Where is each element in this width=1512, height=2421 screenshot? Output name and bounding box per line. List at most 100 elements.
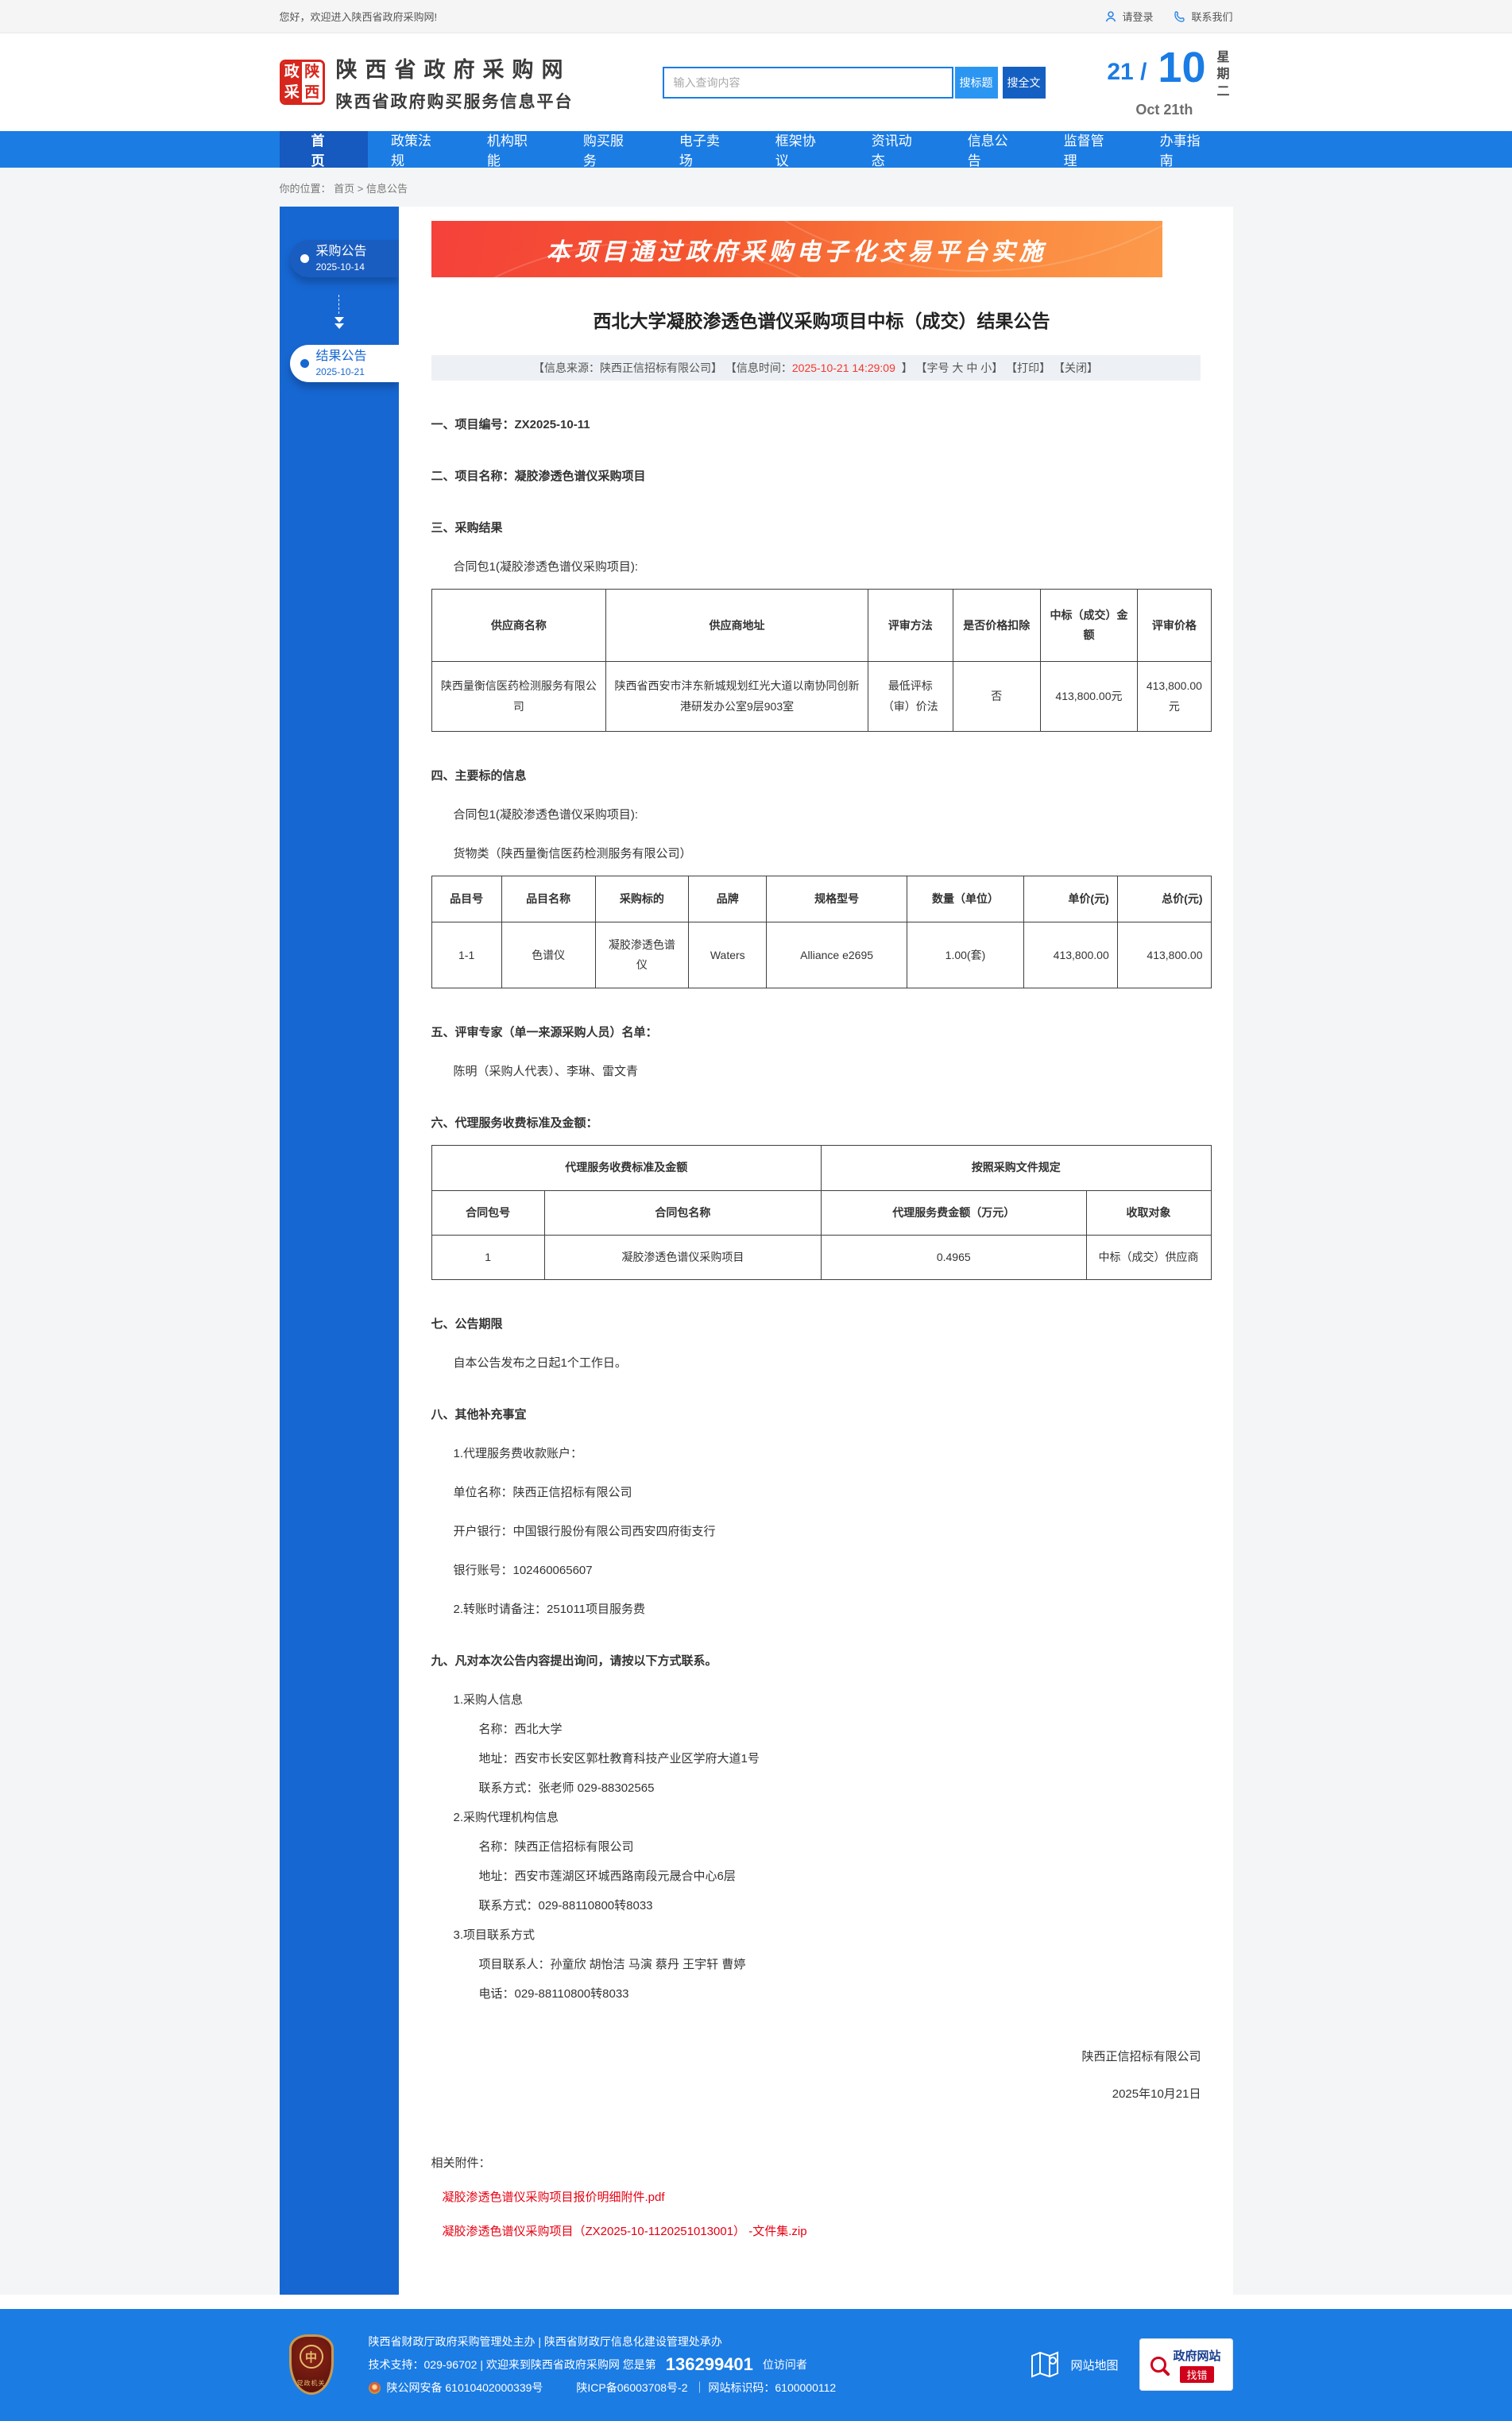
contact-label: 联系我们 [1191,11,1233,23]
nav-item-service-guide[interactable]: 办事指南 [1159,133,1201,168]
col-header: 供应商地址 [605,588,868,663]
announcement-timeline-sidebar: 采购公告 2025-10-14 结果公告 2025-10-21 [279,207,399,2295]
cell-item-no: 1-1 [431,921,502,989]
site-subtitle: 陕西省政府购买服务信息平台 [335,92,574,111]
signoff-date: 2025年10月21日 [1112,2086,1201,2101]
table-row: 1 凝胶渗透色谱仪采购项目 0.4965 中标（成交）供应商 [431,1234,1212,1280]
attachments-section: 相关附件： 凝胶渗透色谱仪采购项目报价明细附件.pdf 凝胶渗透色谱仪采购项目（… [431,2154,1212,2239]
table-header-row: 供应商名称 供应商地址 评审方法 是否价格扣除 中标（成交）金额 评审价格 [431,588,1212,663]
print-button[interactable]: 【打印】 [1003,362,1051,374]
gongan-beian-link[interactable]: 陕公网安备 61010402000339号 [386,2381,543,2395]
expert-names: 陈明（采购人代表）、李琳、雷文青 [453,1065,639,1079]
support-text: 技术支持：029-96702 | 欢迎来到陕西省政府采购网 您是第 [368,2358,656,2372]
top-utility-bar: 您好，欢迎进入陕西省政府采购网! 请登录 联系我们 [0,0,1512,33]
emblem-label: 党政机关 [296,2380,326,2388]
cell-supplier-address: 陕西省西安市沣东新城规划红光大道以南协同创新港研发办公室9层903室 [605,661,868,732]
font-size-controls[interactable]: 【字号 大 中 小】 [915,362,1003,374]
search-title-button[interactable]: 搜标题 [954,66,998,99]
emblem-symbol: 中 [299,2345,323,2369]
col-header: 采购标的 [594,875,690,922]
badge-subtitle: 找错 [1180,2365,1214,2383]
icp-beian-link[interactable]: 陕ICP备06003708号-2 [576,2381,688,2395]
sitemap-icon [1031,2351,1059,2378]
contact-link[interactable]: 联系我们 [1174,9,1233,24]
table-group-header-row: 代理服务收费标准及金额 按照采购文件规定 [431,1145,1212,1191]
item-table: 品目号 品目名称 采购标的 品牌 规格型号 数量（单位） 单价(元) 总价(元)… [431,875,1212,989]
nav-item-home[interactable]: 首页 [279,131,368,168]
breadcrumb-separator: > [357,183,364,195]
login-link[interactable]: 请登录 [1104,9,1153,24]
meta-time-suffix: 】 [895,362,916,374]
cell-package-name: 凝胶渗透色谱仪采购项目 [543,1234,822,1280]
agency-info-heading: 2.采购代理机构信息 [453,1810,559,1824]
timeline-dot-icon [300,359,309,368]
supplier-table: 供应商名称 供应商地址 评审方法 是否价格扣除 中标（成交）金额 评审价格 陕西… [431,588,1212,732]
sidebar-item-date: 2025-10-21 [315,365,365,377]
project-phone: 电话：029-88110800转8033 [478,1986,629,2001]
gov-site-error-report-badge[interactable]: 政府网站 找错 [1139,2338,1233,2392]
cell-unit-price: 413,800.00 [1023,921,1118,989]
supplement-line: 单位名称：陕西正信招标有限公司 [453,1485,632,1499]
date-widget: 21 / 10 星期二 Oct 21th [1107,46,1232,119]
attachment-link-pdf[interactable]: 凝胶渗透色谱仪采购项目报价明细附件.pdf [442,2190,665,2204]
nav-item-org-functions[interactable]: 机构职能 [486,133,528,168]
agency-fee-table: 代理服务收费标准及金额 按照采购文件规定 合同包号 合同包名称 代理服务费金额（… [431,1145,1212,1280]
attachment-link-zip[interactable]: 凝胶渗透色谱仪采购项目（ZX2025-10-1120251013001） -文件… [442,2224,807,2238]
article-panel: 本项目通过政府采购电子化交易平台实施 西北大学凝胶渗透色谱仪采购项目中标（成交）… [398,207,1233,2295]
article-meta-bar: 【信息来源：陕西正信招标有限公司】 【信息时间： 2025-10-21 14:2… [431,355,1201,381]
section-2-project-name: 二、项目名称：凝胶渗透色谱仪采购项目 [431,470,646,483]
site-brand: 政 陕 采 西 陕西省政府采购网 陕西省政府购买服务信息平台 [279,52,574,113]
nav-item-policy-laws[interactable]: 政策法规 [390,133,431,168]
section-1-project-number: 一、项目编号：ZX2025-10-11 [431,418,590,431]
meta-time-prefix: 【信息时间： [725,362,792,374]
site-title: 陕西省政府采购网 [335,57,571,82]
logo-char: 陕 [302,62,323,83]
nav-item-info-announcements[interactable]: 信息公告 [967,133,1008,168]
purchaser-contact: 联系方式：张老师 029-88302565 [478,1781,655,1795]
table-row: 陕西量衡信医药检测服务有限公司 陕西省西安市沣东新城规划红光大道以南协同创新港研… [431,661,1212,732]
nav-item-news[interactable]: 资讯动态 [871,133,912,168]
supplement-line: 1.代理服务费收款账户： [453,1446,583,1460]
search-fulltext-button[interactable]: 搜全文 [1002,66,1046,99]
party-gov-emblem-icon: 中 党政机关 [288,2334,334,2396]
close-button[interactable]: 【关闭】 [1050,362,1098,374]
nav-item-e-marketplace[interactable]: 电子卖场 [679,133,720,168]
col-header: 规格型号 [766,875,907,922]
user-icon [1106,10,1116,21]
nav-item-purchase-services[interactable]: 购买服务 [582,133,624,168]
badge-title: 政府网站 [1173,2349,1221,2363]
nav-item-supervision[interactable]: 监督管理 [1063,133,1104,168]
search-input[interactable] [662,66,953,99]
cell-price-deduction: 否 [952,661,1041,732]
col-header: 品牌 [688,875,768,922]
sidebar-item-result-announcement[interactable]: 结果公告 2025-10-21 [289,345,399,382]
phone-icon [1174,10,1185,22]
page-title: 西北大学凝胶渗透色谱仪采购项目中标（成交）结果公告 [593,311,1050,331]
announcement-period-text: 自本公告发布之日起1个工作日。 [453,1356,627,1370]
purchaser-info-heading: 1.采购人信息 [453,1692,524,1707]
contract-package-label: 合同包1(凝胶渗透色谱仪采购项目): [453,807,639,822]
breadcrumb-prefix: 你的位置： [279,183,331,195]
col-header: 评审方法 [867,588,953,663]
section-9-heading: 九、凡对本次公告内容提出询问，请按以下方式联系。 [431,1653,717,1668]
breadcrumb-home-link[interactable]: 首页 [334,183,355,195]
purchaser-address: 地址：西安市长安区郭杜教育科技产业区学府大道1号 [478,1751,760,1765]
visitor-suffix: 位访问者 [762,2358,807,2372]
nav-item-framework-agreement[interactable]: 框架协议 [775,133,816,168]
section-5-heading: 五、评审专家（单一来源采购人员）名单： [431,1026,658,1040]
login-label: 请登录 [1122,11,1154,23]
section-4-heading: 四、主要标的信息 [431,768,527,783]
col-header: 收取对象 [1085,1189,1212,1236]
sidebar-item-purchase-announcement[interactable]: 采购公告 2025-10-14 [289,240,399,277]
agency-name: 名称：陕西正信招标有限公司 [478,1839,634,1854]
table-header-row: 合同包号 合同包名称 代理服务费金额（万元） 收取对象 [431,1189,1212,1236]
col-header: 品目名称 [501,875,596,922]
footer-support-line: 技术支持：029-96702 | 欢迎来到陕西省政府采购网 您是第 136299… [369,2354,837,2375]
agency-contact: 联系方式：029-88110800转8033 [478,1898,653,1912]
timeline-dot-icon [300,254,309,263]
section-8-heading: 八、其他补充事宜 [431,1407,527,1421]
cell-supplier-name: 陕西量衡信医药检测服务有限公司 [431,661,607,732]
sitemap-link[interactable]: 网站地图 [1031,2351,1119,2378]
col-header: 单价(元) [1023,875,1118,922]
cell-fee-payer: 中标（成交）供应商 [1085,1234,1212,1280]
